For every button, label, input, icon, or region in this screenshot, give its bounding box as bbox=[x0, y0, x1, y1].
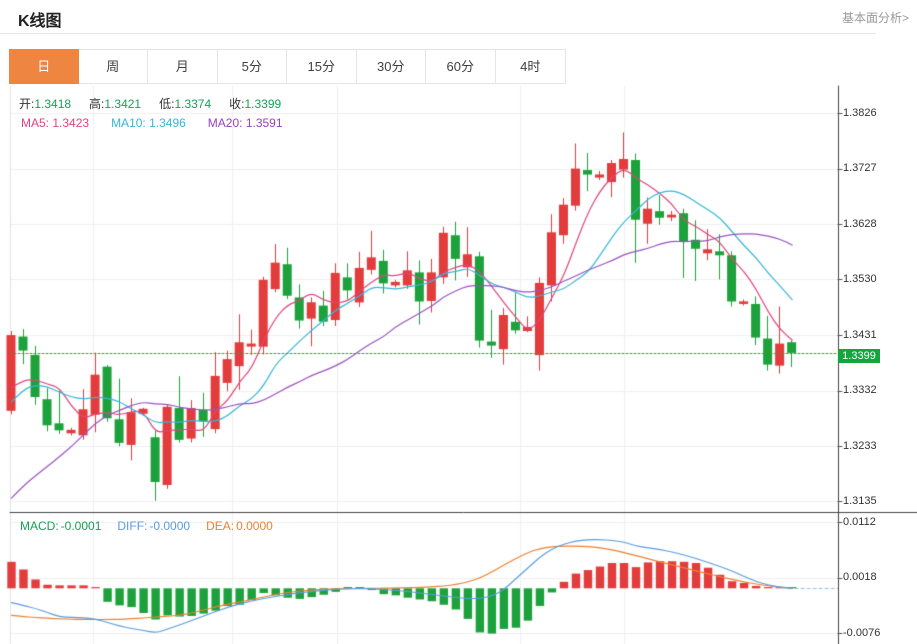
diff-label: DIFF: bbox=[117, 519, 148, 533]
macd-tick-1: 0.0018 bbox=[843, 571, 877, 583]
high-value: 1.3421 bbox=[104, 97, 142, 111]
low-value: 1.3374 bbox=[174, 97, 212, 111]
price-tick-3: 1.3530 bbox=[843, 273, 877, 285]
ma5-value: 1.3423 bbox=[52, 116, 90, 130]
ma10-value: 1.3496 bbox=[149, 116, 186, 130]
macd-label: MACD: bbox=[20, 519, 59, 533]
price-tick-7: 1.3135 bbox=[843, 495, 877, 507]
price-tick-6: 1.3233 bbox=[843, 440, 877, 452]
macd-legend: MACD: -0.0001 DIFF: -0.0000 DEA: 0.0000 bbox=[20, 519, 289, 533]
diff-value: -0.0000 bbox=[149, 519, 191, 533]
close-value: 1.3399 bbox=[244, 97, 282, 111]
price-tick-4: 1.3431 bbox=[843, 329, 877, 341]
ma20-value: 1.3591 bbox=[245, 116, 283, 130]
ma20-label: MA20: bbox=[207, 116, 243, 130]
close-label: 收: bbox=[229, 97, 245, 111]
open-label: 开: bbox=[19, 97, 35, 111]
dea-value: 0.0000 bbox=[236, 519, 273, 533]
ma10-label: MA10: bbox=[111, 116, 146, 130]
last-price-badge: 1.3399 bbox=[838, 349, 880, 363]
ma-legend: MA5: 1.3423 MA10: 1.3496 MA20: 1.3591 bbox=[21, 116, 305, 130]
price-tick-2: 1.3628 bbox=[843, 218, 877, 230]
low-label: 低: bbox=[159, 97, 175, 111]
price-tick-5: 1.3332 bbox=[843, 384, 877, 396]
macd-value: -0.0001 bbox=[60, 519, 102, 533]
price-tick-1: 1.3727 bbox=[843, 162, 877, 174]
ohlc-legend: 开:1.3418 高:1.3421 低:1.3374 收:1.3399 bbox=[19, 95, 299, 112]
macd-tick-0: 0.0112 bbox=[843, 516, 876, 528]
dea-label: DEA: bbox=[206, 519, 235, 533]
open-value: 1.3418 bbox=[34, 97, 72, 111]
macd-tick-2: -0.0076 bbox=[843, 627, 881, 639]
price-tick-0: 1.3826 bbox=[843, 107, 877, 119]
ma5-label: MA5: bbox=[21, 116, 50, 130]
high-label: 高: bbox=[89, 97, 105, 111]
